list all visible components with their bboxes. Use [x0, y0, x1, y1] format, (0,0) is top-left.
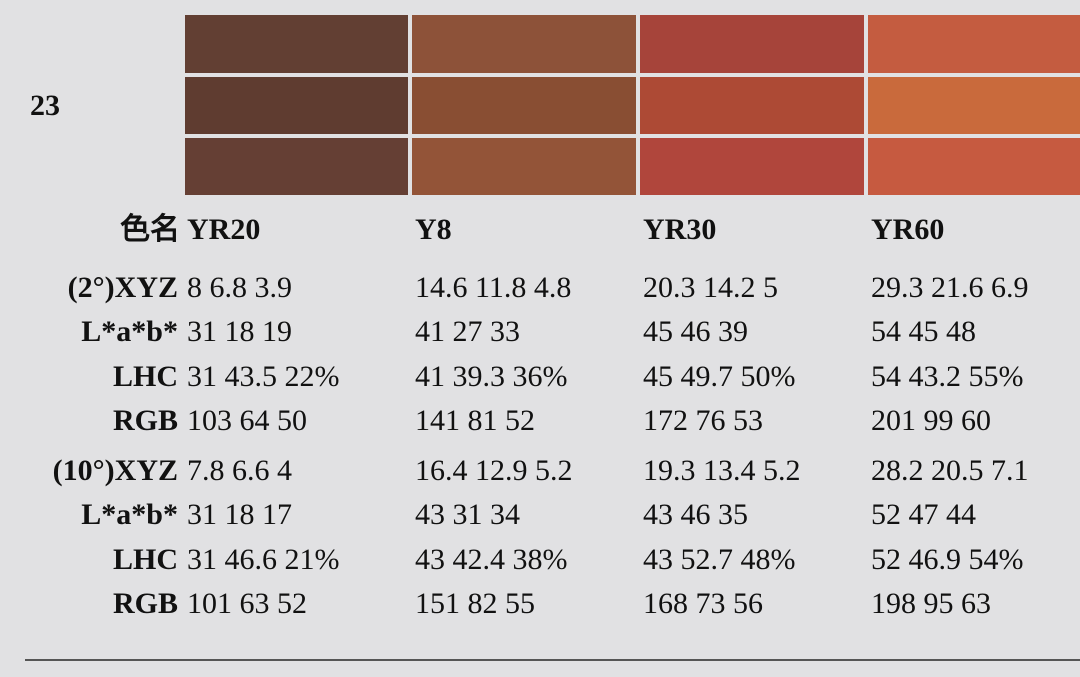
- swatch: [868, 138, 1080, 195]
- swatch: [868, 15, 1080, 73]
- cell-value: 101 63 52: [187, 586, 307, 620]
- cell-value: 43 42.4 38%: [415, 542, 568, 576]
- swatch: [640, 15, 864, 73]
- header-label: 色名: [120, 213, 180, 246]
- cell-value: 31 43.5 22%: [187, 359, 340, 393]
- cell-value: 52 47 44: [871, 498, 976, 532]
- cell-value: 28.2 20.5 7.1: [871, 454, 1029, 487]
- cell-value: 7.8 6.6 4: [187, 454, 292, 487]
- cell-value: 45 49.7 50%: [643, 359, 796, 393]
- row-number: 23: [30, 89, 60, 122]
- column-header: YR20: [187, 213, 261, 246]
- column-header: YR30: [643, 213, 717, 246]
- column-header: YR60: [871, 213, 945, 246]
- rule: [25, 659, 1080, 661]
- cell-value: 29.3 21.6 6.9: [871, 271, 1029, 304]
- cell-value: 14.6 11.8 4.8: [415, 271, 572, 304]
- cell-value: 54 43.2 55%: [871, 359, 1024, 393]
- cell-value: 16.4 12.9 5.2: [415, 454, 573, 487]
- cell-value: 103 64 50: [187, 403, 307, 437]
- cell-value: 31 46.6 21%: [187, 542, 340, 576]
- cell-value: 151 82 55: [415, 586, 535, 620]
- cell-value: 20.3 14.2 5: [643, 271, 778, 304]
- cell-value: 45 46 39: [643, 315, 748, 349]
- cell-value: 43 46 35: [643, 498, 748, 532]
- row-label: LHC: [112, 542, 178, 576]
- swatch: [185, 77, 408, 134]
- swatch: [412, 77, 636, 134]
- swatch: [412, 15, 636, 73]
- row-label: L*a*b*: [81, 315, 178, 349]
- cell-value: 41 27 33: [415, 315, 520, 349]
- swatch: [640, 138, 864, 195]
- cell-value: 8 6.8 3.9: [187, 271, 292, 304]
- cell-value: 41 39.3 36%: [415, 359, 568, 393]
- row-label: LHC: [112, 359, 178, 393]
- cell-value: 172 76 53: [643, 403, 763, 437]
- row-label: L*a*b*: [81, 498, 178, 532]
- row-label: RGB: [112, 586, 178, 620]
- swatch: [640, 77, 864, 134]
- row-label: RGB: [112, 403, 178, 437]
- cell-value: 52 46.9 54%: [871, 542, 1024, 576]
- swatch: [868, 77, 1080, 134]
- cell-value: 168 73 56: [643, 586, 763, 620]
- swatch: [185, 138, 408, 195]
- cell-value: 19.3 13.4 5.2: [643, 454, 801, 487]
- cell-value: 43 31 34: [415, 498, 520, 532]
- cell-value: 43 52.7 48%: [643, 542, 796, 576]
- cell-value: 141 81 52: [415, 403, 535, 437]
- cell-value: 31 18 17: [187, 498, 292, 532]
- cell-value: 201 99 60: [871, 403, 991, 437]
- row-label: (10°)XYZ: [52, 454, 178, 487]
- swatch: [185, 15, 408, 73]
- cell-value: 54 45 48: [871, 315, 976, 349]
- column-header: Y8: [415, 213, 452, 246]
- cell-value: 31 18 19: [187, 315, 292, 349]
- cell-value: 198 95 63: [871, 586, 991, 620]
- row-label: (2°)XYZ: [67, 271, 178, 304]
- swatch: [412, 138, 636, 195]
